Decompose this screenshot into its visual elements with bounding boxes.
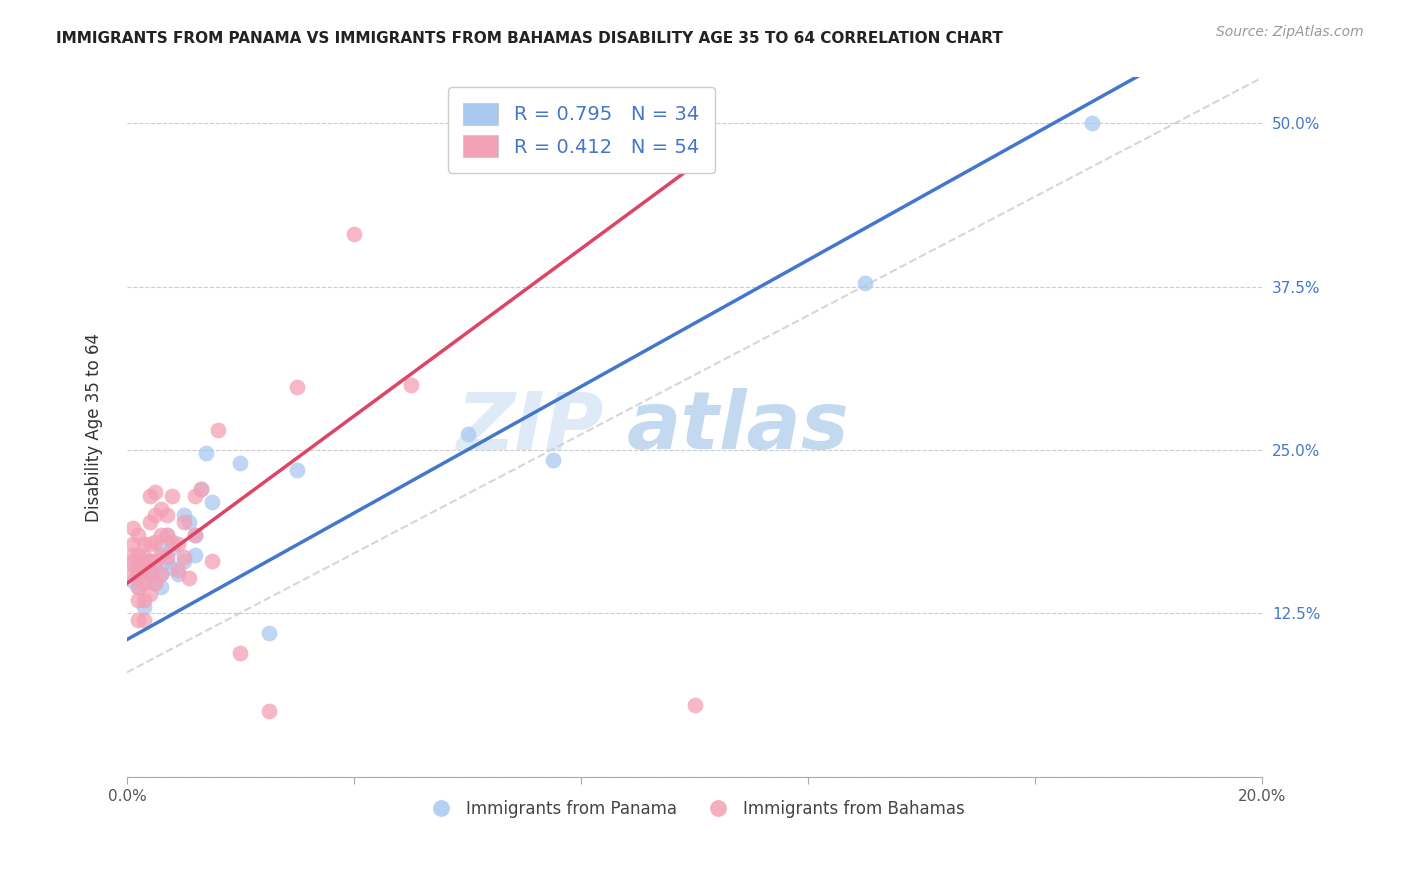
Point <box>127 528 149 542</box>
Point <box>149 501 172 516</box>
Point <box>1081 116 1104 130</box>
Point <box>156 550 179 565</box>
Point <box>173 515 195 529</box>
Point <box>127 613 149 627</box>
Point <box>138 587 160 601</box>
Point <box>127 580 149 594</box>
Point <box>121 567 143 582</box>
Point <box>138 537 160 551</box>
Point <box>162 560 184 574</box>
Point <box>343 227 366 242</box>
Point <box>285 463 308 477</box>
Point <box>132 599 155 614</box>
Point <box>399 377 422 392</box>
Point <box>149 580 172 594</box>
Point <box>229 456 252 470</box>
Point <box>121 554 143 568</box>
Text: IMMIGRANTS FROM PANAMA VS IMMIGRANTS FROM BAHAMAS DISABILITY AGE 35 TO 64 CORREL: IMMIGRANTS FROM PANAMA VS IMMIGRANTS FRO… <box>56 31 1002 46</box>
Point <box>541 453 564 467</box>
Point <box>285 380 308 394</box>
Point <box>195 445 218 459</box>
Point <box>167 567 190 582</box>
Point <box>207 424 229 438</box>
Text: Source: ZipAtlas.com: Source: ZipAtlas.com <box>1216 25 1364 39</box>
Point <box>190 482 212 496</box>
Point <box>156 554 179 568</box>
Point <box>179 515 201 529</box>
Point <box>149 528 172 542</box>
Point <box>143 560 166 574</box>
Y-axis label: Disability Age 35 to 64: Disability Age 35 to 64 <box>86 333 103 522</box>
Point <box>173 508 195 523</box>
Point <box>149 567 172 582</box>
Point <box>127 548 149 562</box>
Point <box>457 427 479 442</box>
Point <box>149 548 172 562</box>
Point <box>149 567 172 582</box>
Point <box>156 528 179 542</box>
Point <box>127 560 149 574</box>
Text: atlas: atlas <box>627 388 849 467</box>
Point <box>201 495 224 509</box>
Point <box>132 563 155 577</box>
Point <box>138 567 160 582</box>
Point <box>184 489 207 503</box>
Text: ZIP: ZIP <box>457 388 603 467</box>
Point <box>121 574 143 588</box>
Point <box>132 550 155 565</box>
Point <box>149 541 172 555</box>
Point <box>138 515 160 529</box>
Legend: Immigrants from Panama, Immigrants from Bahamas: Immigrants from Panama, Immigrants from … <box>418 793 972 824</box>
Point <box>138 554 160 568</box>
Point <box>853 276 876 290</box>
Point <box>132 576 155 591</box>
Point <box>156 508 179 523</box>
Point <box>184 528 207 542</box>
Point <box>173 554 195 568</box>
Point <box>132 554 155 568</box>
Point <box>179 571 201 585</box>
Point <box>162 534 184 549</box>
Point <box>138 554 160 568</box>
Point <box>143 508 166 523</box>
Point <box>201 554 224 568</box>
Point <box>143 576 166 591</box>
Point <box>127 558 149 572</box>
Point <box>143 554 166 568</box>
Point <box>132 537 155 551</box>
Point <box>167 563 190 577</box>
Point <box>132 593 155 607</box>
Point <box>143 576 166 591</box>
Point <box>132 574 155 588</box>
Point <box>683 698 706 712</box>
Point <box>173 550 195 565</box>
Point <box>127 580 149 594</box>
Point <box>257 705 280 719</box>
Point <box>162 541 184 555</box>
Point <box>167 537 190 551</box>
Point <box>121 548 143 562</box>
Point <box>156 528 179 542</box>
Point <box>121 537 143 551</box>
Point <box>184 528 207 542</box>
Point <box>121 521 143 535</box>
Point <box>138 567 160 582</box>
Point <box>132 613 155 627</box>
Point <box>162 489 184 503</box>
Point <box>257 626 280 640</box>
Point <box>127 567 149 582</box>
Point <box>143 534 166 549</box>
Point <box>184 548 207 562</box>
Point <box>229 646 252 660</box>
Point <box>138 489 160 503</box>
Point <box>190 482 212 496</box>
Point <box>143 484 166 499</box>
Point <box>127 593 149 607</box>
Point <box>121 558 143 572</box>
